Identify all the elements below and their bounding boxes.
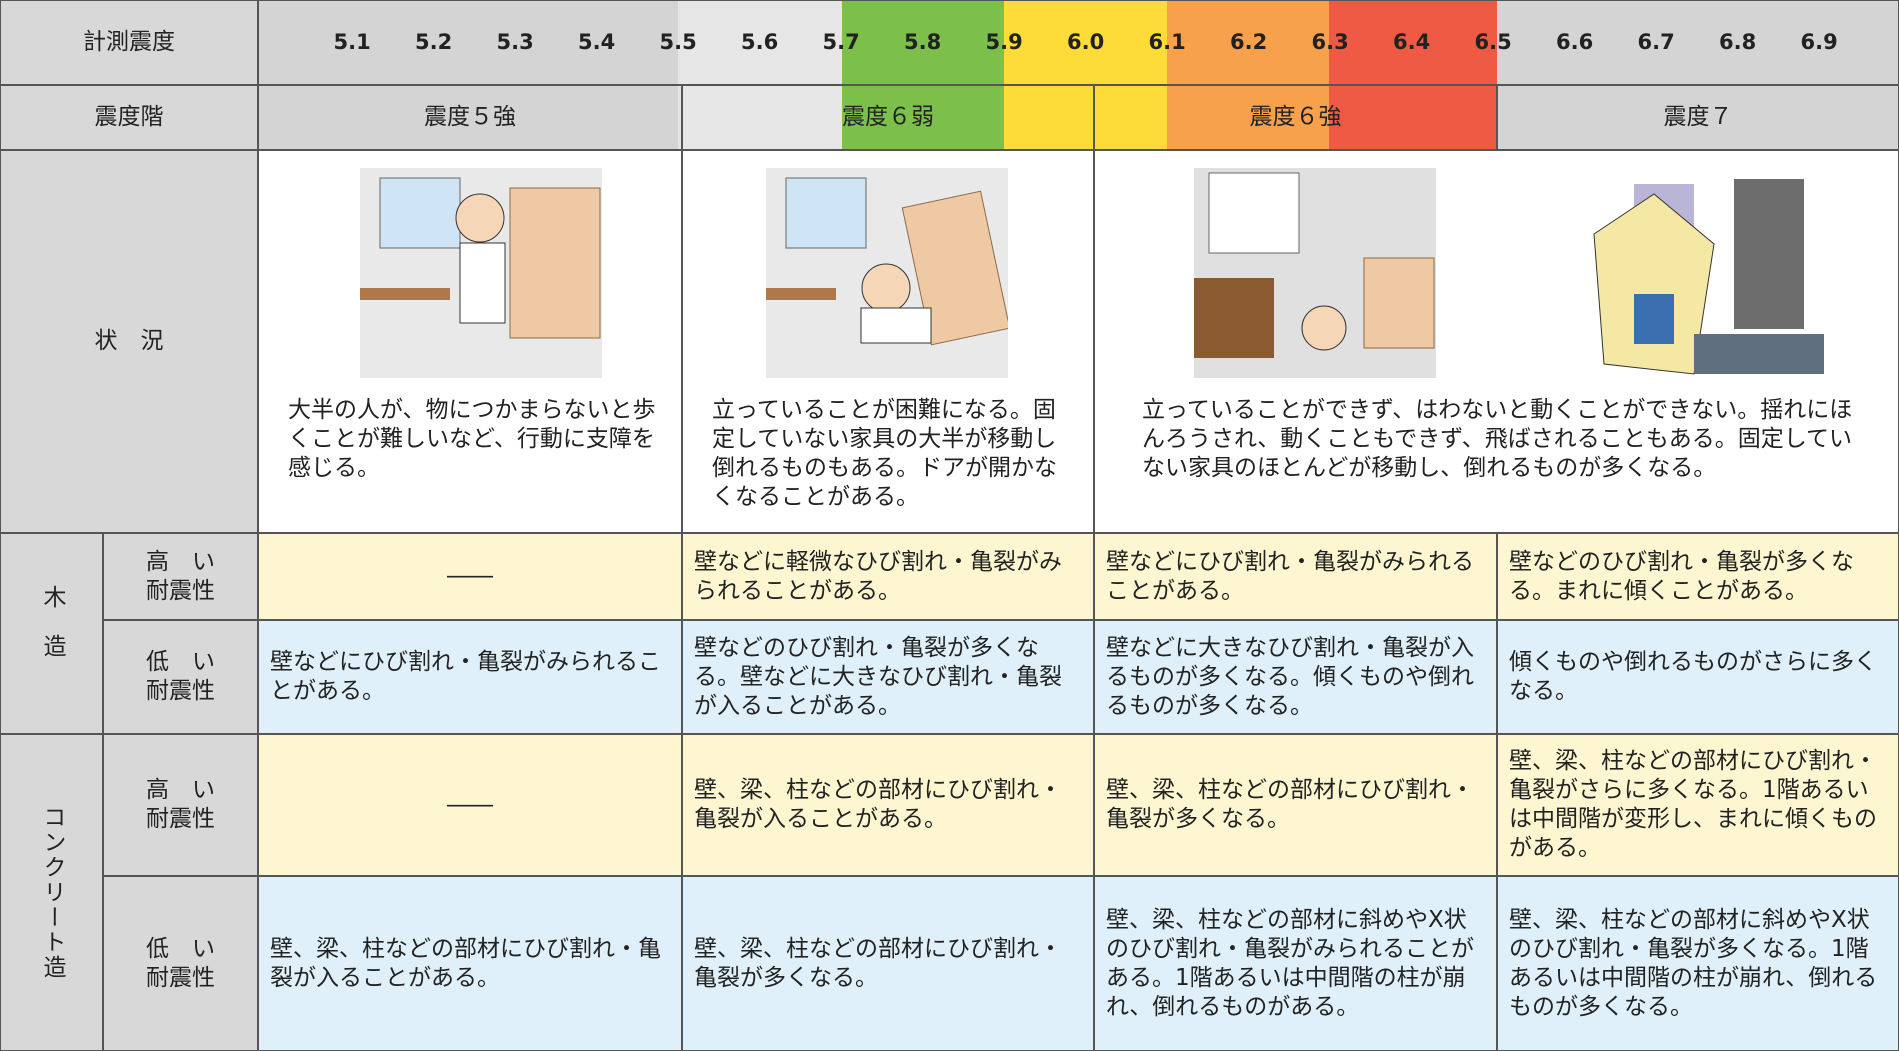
cell bbox=[682, 876, 1094, 1051]
cell bbox=[0, 85, 258, 150]
cell bbox=[258, 734, 682, 876]
scale-number: 5.7 bbox=[822, 30, 860, 54]
scale-number: 6.2 bbox=[1230, 30, 1268, 54]
scale-number: 6.0 bbox=[1067, 30, 1105, 54]
cell bbox=[1094, 533, 1497, 620]
cell bbox=[258, 620, 682, 734]
scale-number: 6.1 bbox=[1148, 30, 1186, 54]
band bbox=[842, 0, 1004, 150]
scale-number: 5.8 bbox=[904, 30, 942, 54]
band bbox=[1004, 0, 1167, 150]
cell bbox=[1497, 533, 1899, 620]
scale-number: 5.4 bbox=[578, 30, 616, 54]
cell bbox=[258, 150, 682, 533]
cell bbox=[682, 620, 1094, 734]
label: 状 況 bbox=[94, 328, 164, 354]
row-label-line: 耐震性 bbox=[146, 678, 215, 704]
cell bbox=[1094, 85, 1497, 150]
cell-text: ―― bbox=[447, 791, 493, 818]
row-label-line: 低 い bbox=[146, 649, 215, 675]
illustration bbox=[1194, 168, 1436, 378]
row-label-line: 耐震性 bbox=[146, 806, 215, 832]
band bbox=[678, 0, 842, 150]
cell bbox=[258, 533, 682, 620]
row-label-line: 低 い bbox=[146, 935, 215, 962]
cell-text: 壁、梁、柱などの部材にひび割れ・亀裂が多くなる。 bbox=[694, 935, 1062, 991]
situation-text: 立っていることができず、はわないと動くことができない。揺れにほんろうされ、動くこ… bbox=[1142, 397, 1853, 481]
situation-text: 立っていることが困難になる。固定していない家具の大半が移動し倒れるものもある。ド… bbox=[712, 397, 1057, 510]
scale-number: 5.9 bbox=[985, 30, 1023, 54]
row-label-line: 高 い bbox=[146, 777, 215, 803]
cell-text: 壁、梁、柱などの部材にひび割れ・亀裂がさらに多くなる。1階あるいは中間階が変形し… bbox=[1509, 748, 1877, 861]
intensity: 震度６強 bbox=[1249, 104, 1342, 130]
cell bbox=[258, 85, 682, 150]
cell-text: 壁などに大きなひび割れ・亀裂が入るものが多くなる。傾くものや倒れるものが多くなる… bbox=[1106, 634, 1474, 719]
row-label-line: 耐震性 bbox=[146, 577, 215, 604]
row-label-line: 耐震性 bbox=[146, 964, 215, 991]
cell bbox=[103, 620, 258, 734]
cell-text: 壁、梁、柱などの部材に斜めやX状のひび割れ・亀裂がみられることがある。1階あるい… bbox=[1106, 906, 1474, 1020]
intensity: 震度６弱 bbox=[842, 104, 934, 130]
cell-text: 壁などにひび割れ・亀裂がみられることがある。 bbox=[270, 649, 661, 704]
row-label: 低 い耐震性 bbox=[103, 620, 258, 734]
cell bbox=[103, 734, 258, 876]
scale-number: 5.1 bbox=[333, 30, 371, 54]
cell-text: 壁などのひび割れ・亀裂が多くなる。まれに傾くことがある。 bbox=[1509, 548, 1854, 604]
group-label: 木造 bbox=[39, 584, 65, 683]
scale-number: 6.5 bbox=[1474, 30, 1512, 54]
cell-text: 壁、梁、柱などの部材にひび割れ・亀裂が入ることがある。 bbox=[270, 935, 661, 991]
cell bbox=[1497, 620, 1899, 734]
scale-number: 6.8 bbox=[1719, 30, 1757, 54]
row-label: 高 い耐震性 bbox=[103, 734, 258, 876]
scale-number: 5.6 bbox=[741, 30, 779, 54]
scale-number: 6.3 bbox=[1311, 30, 1349, 54]
cell-text: 壁などに軽微なひび割れ・亀裂がみられることがある。 bbox=[694, 548, 1062, 604]
scale-number: 5.2 bbox=[415, 30, 453, 54]
cell-text: 壁、梁、柱などの部材にひび割れ・亀裂が入ることがある。 bbox=[694, 777, 1062, 832]
cell bbox=[103, 533, 258, 620]
row-label-line: 高 い bbox=[146, 548, 215, 575]
band bbox=[258, 0, 678, 150]
row-label: 高 い耐震性 bbox=[103, 533, 258, 620]
cell bbox=[0, 0, 258, 85]
cell-text: 壁、梁、柱などの部材に斜めやX状のひび割れ・亀裂が多くなる。1階あるいは中間階の… bbox=[1509, 906, 1878, 1020]
situation-text: 大半の人が、物につかまらないと歩くことが難しいなど、行動に支障を感じる。 bbox=[288, 397, 656, 481]
label: 震度階 bbox=[94, 104, 164, 130]
cell-text: ―― bbox=[447, 563, 493, 589]
band bbox=[1167, 0, 1329, 150]
scale-number: 5.3 bbox=[496, 30, 534, 54]
intensity: 震度５強 bbox=[424, 104, 516, 130]
label: 計測震度 bbox=[83, 29, 175, 55]
scale-number: 6.7 bbox=[1637, 30, 1675, 54]
scale-number: 6.9 bbox=[1800, 30, 1838, 54]
cell-text: 壁などのひび割れ・亀裂が多くなる。壁などに大きなひび割れ・亀裂が入ることがある。 bbox=[694, 634, 1062, 719]
cell bbox=[0, 150, 258, 533]
cell bbox=[258, 876, 682, 1051]
scale-number: 6.4 bbox=[1393, 30, 1431, 54]
cell bbox=[1094, 734, 1497, 876]
band bbox=[1497, 0, 1899, 150]
cell bbox=[682, 734, 1094, 876]
illustration bbox=[766, 168, 1008, 378]
group-label: コンクリート造 bbox=[39, 805, 65, 980]
cell-text: 壁、梁、柱などの部材にひび割れ・亀裂が多くなる。 bbox=[1106, 777, 1474, 832]
intensity: 震度７ bbox=[1663, 104, 1733, 130]
cell bbox=[682, 533, 1094, 620]
cell-text: 傾くものや倒れるものがさらに多くなる。 bbox=[1509, 649, 1877, 704]
scale-number: 6.6 bbox=[1556, 30, 1594, 54]
cell bbox=[682, 85, 1094, 150]
row-label: 低 い耐震性 bbox=[103, 876, 258, 1051]
illustration bbox=[1593, 179, 1824, 375]
cell bbox=[1094, 876, 1497, 1051]
cell bbox=[1497, 734, 1899, 876]
cell-text: 壁などにひび割れ・亀裂がみられることがある。 bbox=[1106, 548, 1474, 604]
band bbox=[1329, 0, 1497, 150]
scale-number: 5.5 bbox=[659, 30, 697, 54]
illustration bbox=[360, 168, 602, 378]
cell bbox=[682, 150, 1094, 533]
cell bbox=[0, 533, 103, 734]
cell bbox=[1094, 620, 1497, 734]
